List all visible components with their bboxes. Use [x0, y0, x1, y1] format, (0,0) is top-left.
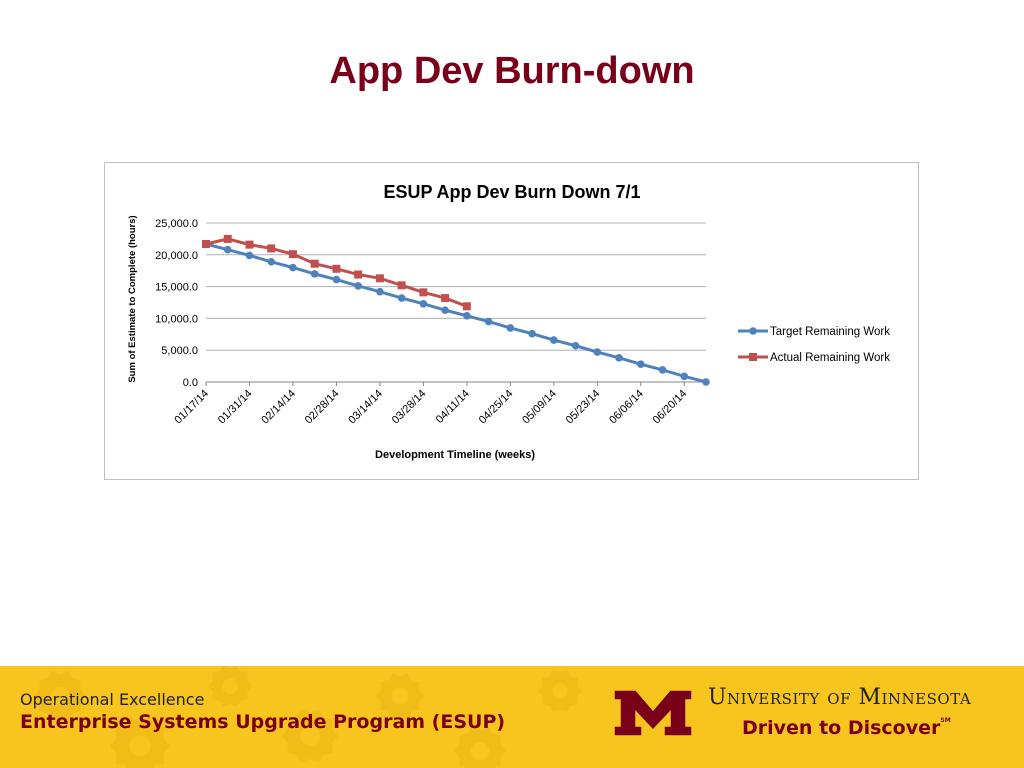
y-tick-label: 0.0 [183, 377, 198, 389]
gear-hub [391, 687, 409, 705]
data-point [702, 378, 710, 386]
x-tick-label: 03/28/14 [390, 388, 429, 427]
legend-item: Target Remaining Work [738, 326, 890, 338]
data-point [375, 274, 384, 283]
data-point [332, 275, 341, 284]
gear-hub [222, 678, 238, 694]
gear-pattern-background [34, 666, 582, 768]
series-actual-remaining-work [202, 234, 471, 311]
footer-banner [0, 666, 1024, 768]
y-tick-label: 15,000.0 [155, 282, 198, 294]
x-tick-label: 01/31/14 [216, 388, 255, 427]
data-point [441, 306, 449, 314]
chart-frame: ESUP App Dev Burn Down 7/1 Sum of Estima… [104, 162, 919, 480]
gear-hub [470, 741, 490, 761]
data-point [223, 245, 232, 254]
data-point [593, 348, 602, 356]
data-point [332, 264, 341, 273]
data-point [463, 312, 471, 320]
program-line2: Enterprise Systems Upgrade Program (ESUP… [20, 711, 506, 733]
y-axis-title: Sum of Estimate to Complete (hours) [127, 215, 138, 382]
data-point [484, 317, 493, 326]
service-mark: SM [940, 717, 951, 724]
x-tick-label: 04/25/14 [477, 388, 516, 427]
data-point [462, 302, 471, 311]
x-tick-labels: 01/17/14 01/31/14 02/14/14 02/28/14 03/14/14… [172, 382, 689, 426]
data-point [419, 288, 428, 297]
university-tagline: Driven to DiscoverSM [742, 717, 951, 739]
gear-hub [552, 683, 568, 699]
data-point [267, 257, 276, 266]
x-tick-label: 06/20/14 [651, 388, 690, 427]
legend-label: Actual Remaining Work [770, 352, 890, 364]
data-point [571, 341, 580, 350]
data-point [354, 282, 362, 290]
program-line1: Operational Excellence [20, 690, 205, 709]
university-name: University of Minnesota [708, 685, 972, 710]
data-point [615, 354, 623, 362]
gear-hub [50, 686, 70, 706]
series-target-remaining-work [202, 240, 710, 386]
data-point [310, 270, 319, 278]
x-tick-label: 01/17/14 [172, 388, 211, 427]
data-point [528, 329, 536, 338]
slide-title: App Dev Burn-down [329, 50, 695, 92]
y-tick-label: 25,000.0 [155, 218, 198, 230]
data-point [441, 294, 450, 303]
gear-hub [129, 735, 151, 757]
data-point [397, 294, 406, 302]
data-point [680, 372, 689, 381]
data-point [245, 251, 254, 260]
x-tick-label: 03/14/14 [346, 388, 385, 427]
data-point [550, 336, 558, 344]
legend-label: Target Remaining Work [770, 326, 890, 338]
x-axis-title: Development Timeline (weeks) [375, 449, 535, 461]
data-point [419, 299, 428, 308]
data-point [397, 281, 406, 290]
chart-title: ESUP App Dev Burn Down 7/1 [383, 182, 640, 202]
legend-marker [749, 327, 757, 335]
data-point [636, 360, 645, 368]
series-layer [202, 234, 710, 386]
legend-item: Actual Remaining Work [738, 352, 890, 364]
data-point [267, 244, 276, 253]
data-point [506, 324, 515, 332]
data-point [658, 366, 667, 374]
gear-hub [300, 726, 320, 746]
data-point [354, 270, 363, 279]
data-point [223, 234, 232, 243]
burn-down-chart: ESUP App Dev Burn Down 7/1 Sum of Estima… [127, 182, 890, 461]
data-point [288, 250, 297, 259]
x-tick-label: 02/14/14 [259, 388, 298, 427]
data-point [289, 263, 297, 272]
x-tick-label: 04/11/14 [434, 388, 472, 426]
series-line [205, 242, 707, 384]
data-point [310, 259, 319, 268]
x-tick-label: 02/28/14 [303, 388, 342, 427]
data-point [202, 239, 210, 248]
y-tick-label: 5,000.0 [161, 345, 198, 357]
data-point [245, 240, 254, 249]
legend: Target Remaining Work Actual Remaining Wo… [738, 326, 890, 364]
tagline-text: Driven to Discover [742, 717, 941, 739]
block-m-logo [613, 689, 693, 737]
data-point [376, 287, 384, 296]
x-tick-label: 05/23/14 [564, 388, 603, 427]
x-tick-label: 06/06/14 [607, 388, 646, 427]
legend-marker [749, 353, 757, 361]
y-tick-label: 20,000.0 [155, 250, 198, 262]
x-tick-label: 05/09/14 [520, 388, 559, 427]
y-tick-labels: 0.0 5,000.0 10,000.0 15,000.0 20,000.0 25,000… [155, 218, 198, 389]
y-tick-label: 10,000.0 [155, 313, 198, 325]
